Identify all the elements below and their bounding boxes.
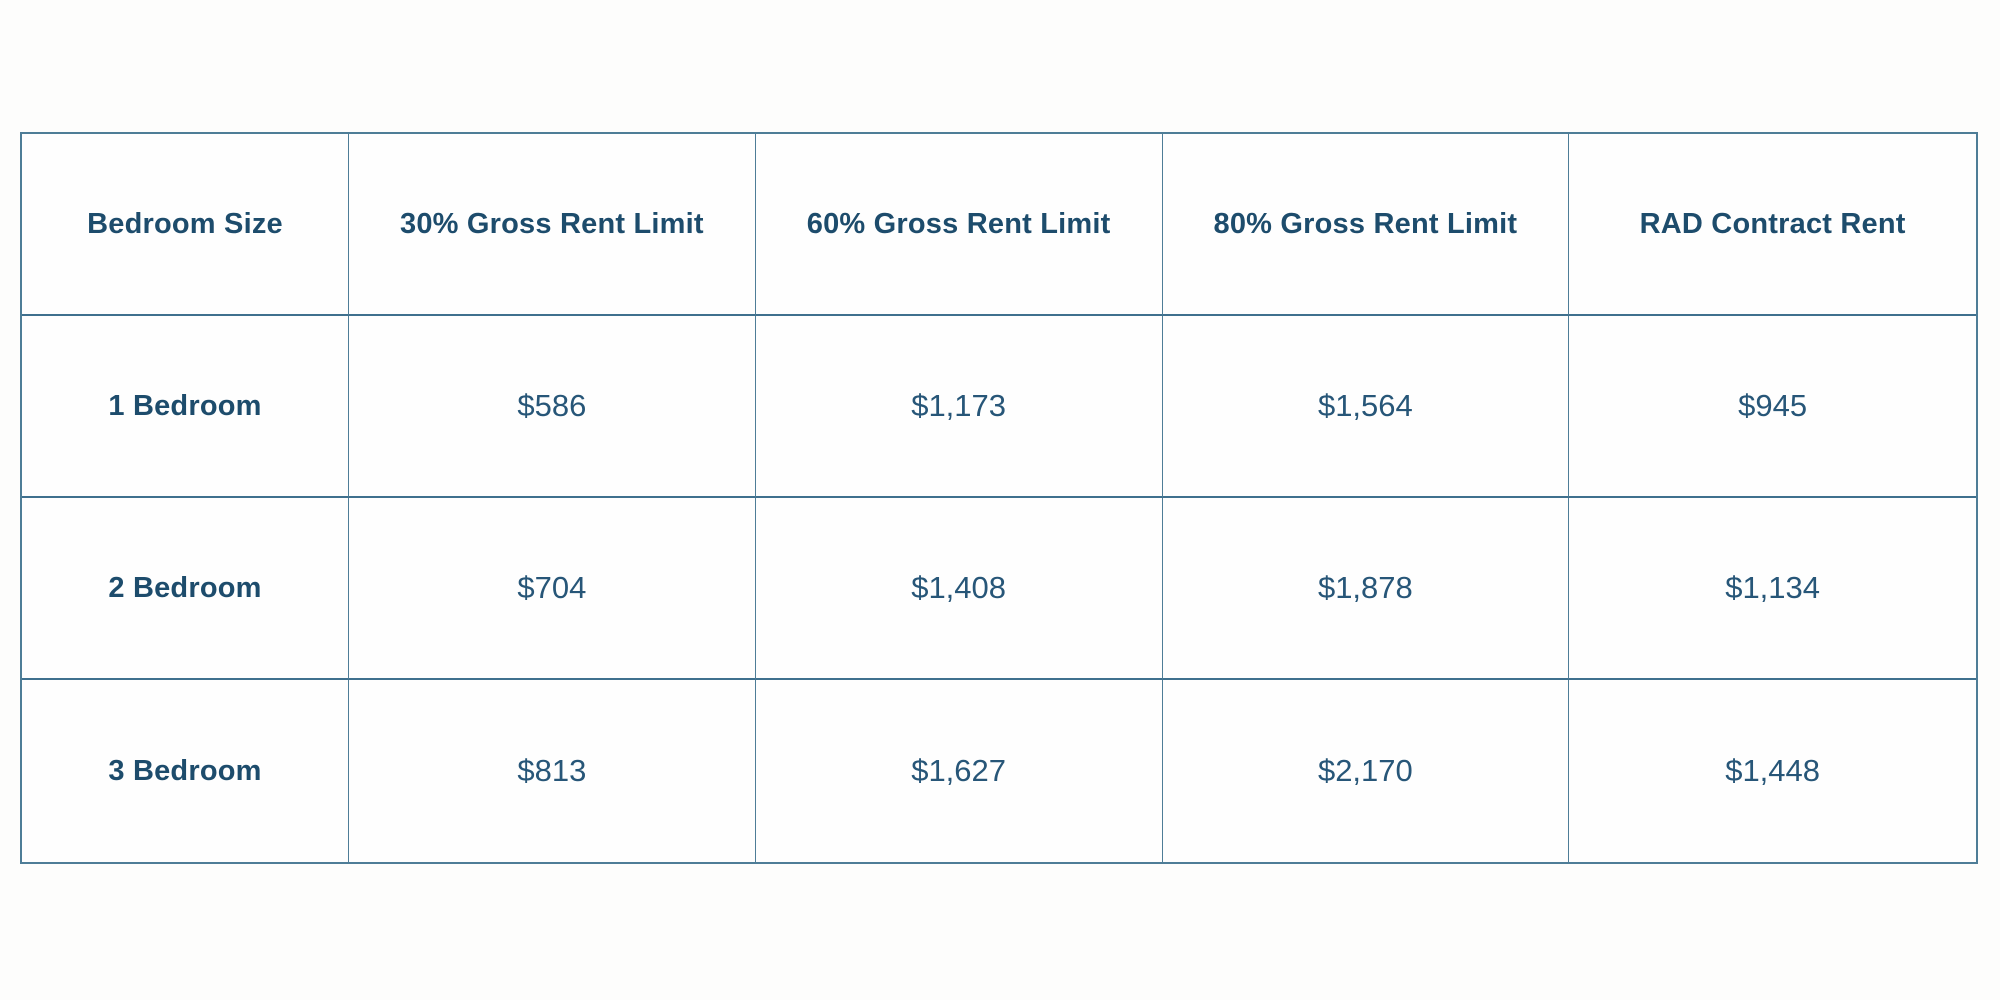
value-3br-30pct: $813 xyxy=(349,680,756,862)
column-header-80pct-gross-rent-limit: 80% Gross Rent Limit xyxy=(1162,134,1570,316)
row-label-1-bedroom: 1 Bedroom xyxy=(22,316,349,498)
rent-limits-table: Bedroom Size 30% Gross Rent Limit 60% Gr… xyxy=(20,132,1978,864)
value-3br-60pct: $1,627 xyxy=(756,680,1163,862)
value-2br-80pct: $1,878 xyxy=(1162,498,1570,680)
value-1br-30pct: $586 xyxy=(349,316,756,498)
column-header-bedroom-size: Bedroom Size xyxy=(22,134,349,316)
value-1br-rad-contract: $945 xyxy=(1569,316,1976,498)
value-2br-rad-contract: $1,134 xyxy=(1569,498,1976,680)
column-header-60pct-gross-rent-limit: 60% Gross Rent Limit xyxy=(755,134,1163,316)
row-label-3-bedroom: 3 Bedroom xyxy=(22,680,349,862)
value-2br-60pct: $1,408 xyxy=(755,498,1163,680)
column-header-30pct-gross-rent-limit: 30% Gross Rent Limit xyxy=(349,134,756,316)
value-3br-rad-contract: $1,448 xyxy=(1725,753,1821,788)
value-1br-60pct: $1,173 xyxy=(755,316,1163,498)
column-header-rad-contract-rent: RAD Contract Rent xyxy=(1569,134,1976,316)
row-label-2-bedroom: 2 Bedroom xyxy=(22,498,349,680)
value-3br-80pct: $2,170 xyxy=(1163,680,1570,862)
value-2br-30pct: $704 xyxy=(349,498,756,680)
value-1br-80pct: $1,564 xyxy=(1162,316,1570,498)
